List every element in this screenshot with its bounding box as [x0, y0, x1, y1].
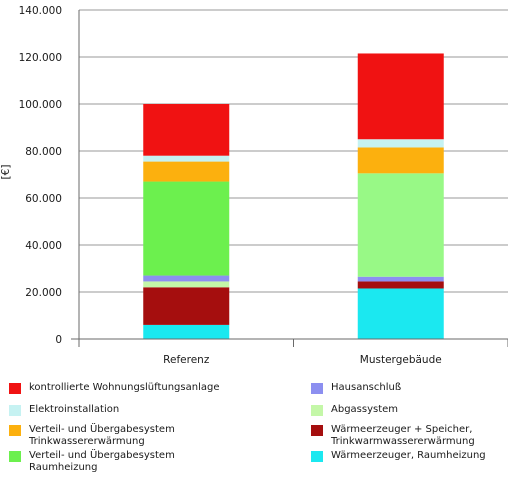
bar-segment [143, 324, 230, 339]
legend-swatch [9, 451, 21, 462]
y-axis-label: [€] [0, 165, 12, 180]
y-tick-label: 60.000 [25, 193, 62, 205]
stacked-bar-chart: 0 20.000 40.000 60.000 80.000 100.000 120.000 1… [0, 5, 508, 366]
legend-swatch [9, 383, 21, 394]
category-label: Mustergebäude [360, 354, 442, 366]
legend-swatch [311, 405, 323, 416]
bar-segment [357, 147, 444, 174]
legend-item: Wärmeerzeuger + Speicher, Trinkwarmwasse… [311, 424, 475, 448]
bar-segment [143, 287, 230, 325]
bar-segment [143, 281, 230, 288]
legend-label: Verteil- und Übergabesystem Raumheizung [29, 450, 175, 473]
legend-swatch [9, 425, 21, 436]
y-tick-labels: 0 20.000 40.000 60.000 80.000 100.000 120.000 1… [19, 5, 62, 346]
legend-label: Abgassystem [331, 404, 399, 415]
bar-segment [357, 276, 444, 282]
y-tick-label: 80.000 [25, 146, 62, 158]
bar-segment [357, 288, 444, 339]
bar-segment [143, 104, 230, 156]
y-tick-label: 100.000 [19, 99, 62, 111]
legend-item: Hausanschluß [311, 382, 401, 394]
legend-label: Wärmeerzeuger + Speicher, Trinkwarmwasse… [331, 424, 475, 447]
legend-swatch [311, 451, 323, 462]
bar-segment [357, 173, 444, 277]
bar-segment [357, 53, 444, 140]
legend-label: Elektroinstallation [29, 404, 120, 415]
bar-segment [143, 181, 230, 276]
legend-item: Wärmeerzeuger, Raumheizung [311, 450, 486, 462]
legend-item: kontrollierte Wohnungslüftungsanlage [9, 382, 220, 394]
y-tick-label: 20.000 [25, 287, 62, 299]
y-tick-label: 0 [55, 334, 62, 346]
bars [143, 53, 444, 339]
bar-segment [143, 155, 230, 162]
y-tick-label: 140.000 [19, 5, 62, 17]
legend-label: Verteil- und Übergabesystem Trinkwassere… [29, 424, 175, 447]
legend-swatch [9, 405, 21, 416]
category-label: Referenz [163, 354, 210, 366]
legend: kontrollierte Wohnungslüftungsanlage Haus… [0, 372, 508, 478]
legend-item: Abgassystem [311, 404, 398, 416]
y-tick-label: 40.000 [25, 240, 62, 252]
y-tick-label: 120.000 [19, 52, 62, 64]
legend-label: kontrollierte Wohnungslüftungsanlage [29, 382, 220, 393]
legend-swatch [311, 383, 323, 394]
axes [71, 10, 508, 347]
legend-item: Elektroinstallation [9, 404, 119, 416]
legend-item: Verteil- und Übergabesystem Raumheizung [9, 450, 175, 474]
legend-swatch [311, 425, 323, 436]
bar-segment [357, 281, 444, 289]
legend-label: Wärmeerzeuger, Raumheizung [331, 450, 486, 461]
bar-segment [143, 161, 230, 182]
bar-segment [143, 275, 230, 282]
legend-label: Hausanschluß [331, 382, 402, 393]
category-labels: Referenz Mustergebäude [163, 354, 442, 366]
legend-item: Verteil- und Übergabesystem Trinkwassere… [9, 424, 175, 448]
bar-segment [357, 139, 444, 148]
